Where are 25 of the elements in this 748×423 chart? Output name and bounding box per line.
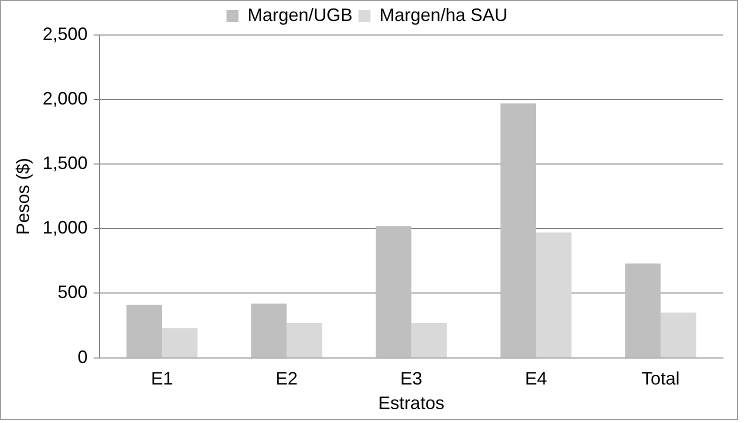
- bar: [660, 312, 696, 358]
- y-tick-label: 2,000: [42, 88, 88, 109]
- x-axis-title: Estratos: [378, 393, 444, 414]
- bar: [286, 322, 322, 358]
- bar: [376, 226, 412, 358]
- bar: [500, 103, 536, 358]
- y-tick-label: 0: [78, 346, 88, 367]
- y-tick-label: 1,000: [42, 218, 88, 238]
- legend-label: Margen/UGB: [247, 4, 352, 25]
- x-tick-label: E4: [524, 368, 548, 389]
- bar: [411, 322, 447, 358]
- x-tick-label: E1: [150, 368, 173, 389]
- x-tick-label: Total: [642, 368, 680, 389]
- y-axis-title: Pesos ($): [12, 158, 33, 235]
- y-tick-label: 500: [58, 282, 88, 302]
- bar: [625, 264, 661, 358]
- y-tick-label: 2,500: [42, 24, 88, 44]
- x-tick-label: E3: [400, 368, 422, 389]
- y-tick-label: 1,500: [42, 153, 88, 174]
- x-tick-label: E2: [276, 368, 298, 389]
- bar: [536, 232, 572, 358]
- bar: [126, 304, 162, 358]
- bar: [162, 328, 198, 358]
- legend-label: Margen/ha SAU: [379, 4, 508, 25]
- bar: [251, 304, 287, 358]
